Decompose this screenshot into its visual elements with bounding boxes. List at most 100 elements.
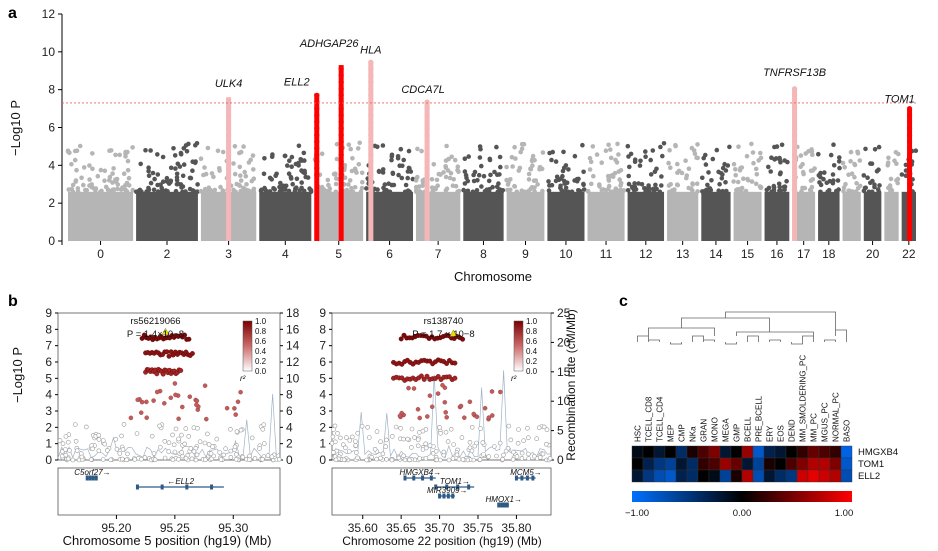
- gene-exon: [467, 484, 471, 490]
- snp-point: [566, 167, 571, 172]
- snp-point: [738, 189, 744, 195]
- snp-point: [176, 456, 181, 462]
- snp-point: [522, 189, 528, 195]
- snp-point: [183, 455, 189, 461]
- snp-point: [769, 155, 774, 160]
- snp-point: [333, 176, 339, 181]
- snp-point: [365, 424, 370, 430]
- snp-point: [625, 143, 631, 149]
- snp-point: [749, 179, 755, 184]
- snp-point: [494, 453, 499, 459]
- peak-point: [225, 132, 232, 138]
- snp-point: [431, 162, 437, 167]
- snp-point: [443, 164, 448, 169]
- snp-point: [784, 178, 789, 184]
- snp-point: [380, 451, 386, 457]
- snp-point: [608, 147, 613, 152]
- snp-point: [547, 456, 553, 461]
- snp-point: [581, 187, 587, 192]
- heatmap-cell: [664, 457, 677, 471]
- snp-point: [886, 155, 891, 161]
- snp-point: [733, 167, 738, 172]
- snp-point: [495, 172, 500, 177]
- snp-point: [700, 175, 705, 181]
- peak-point: [424, 125, 430, 131]
- snp-point: [187, 175, 193, 181]
- chromosome-16-base: [764, 191, 790, 241]
- snp-point: [610, 174, 616, 179]
- ld-snp-point: [442, 400, 448, 405]
- snp-point: [451, 177, 457, 182]
- snp-point: [206, 185, 212, 190]
- peak-point: [368, 119, 374, 125]
- gene-exon: [403, 475, 407, 481]
- ld-snp-point: [176, 416, 181, 422]
- snp-point: [333, 181, 339, 187]
- snp-point: [667, 147, 672, 153]
- gene-exon: [88, 475, 92, 481]
- manhattan-y-label: −Log10 P: [8, 100, 23, 156]
- snp-point: [700, 189, 705, 194]
- snp-point: [355, 146, 361, 151]
- snp-point: [453, 183, 459, 189]
- snp-point: [205, 145, 211, 151]
- ld-snp-point: [458, 403, 464, 409]
- snp-point: [646, 189, 652, 195]
- heatmap-cell: [664, 445, 677, 459]
- snp-point: [727, 144, 732, 150]
- snp-point: [743, 188, 749, 194]
- r2-legend-tick: 0.2: [255, 357, 267, 366]
- snp-point: [724, 188, 729, 194]
- snp-point: [57, 438, 63, 443]
- snp-point: [157, 423, 162, 429]
- snp-point: [333, 189, 339, 195]
- snp-point: [242, 189, 248, 195]
- snp-point: [303, 174, 309, 180]
- right-y-tick-label: 0: [286, 453, 293, 467]
- snp-point: [643, 154, 648, 159]
- y-tick-label: 9: [45, 306, 52, 320]
- snp-point: [868, 180, 873, 186]
- snp-point: [800, 169, 806, 175]
- snp-point: [462, 156, 468, 161]
- ld-snp-point: [128, 415, 134, 421]
- snp-point: [606, 142, 611, 148]
- x-tick-label: 16: [770, 247, 784, 261]
- peak-point: [338, 79, 344, 85]
- snp-point: [155, 182, 160, 188]
- ld-snp-point: [427, 393, 433, 398]
- heatmap-cell: [686, 445, 699, 459]
- snp-point: [124, 457, 129, 463]
- snp-point: [308, 189, 314, 195]
- snp-point: [179, 450, 184, 455]
- heatmap-cell: [697, 445, 710, 459]
- peak-point: [314, 145, 320, 151]
- snp-point: [581, 181, 586, 187]
- heatmap-cell: [763, 469, 776, 483]
- panel-label-c: c: [619, 293, 628, 310]
- peak-point: [791, 125, 798, 131]
- snp-point: [509, 154, 515, 160]
- peak-cdca7l: [424, 99, 430, 242]
- snp-point: [666, 160, 671, 166]
- r2-legend-tick: 0.8: [526, 327, 538, 336]
- snp-point: [511, 449, 516, 455]
- snp-point: [79, 454, 85, 460]
- snp-point: [228, 426, 233, 432]
- peak-label-hla: HLA: [360, 44, 381, 56]
- snp-point: [333, 457, 339, 463]
- heatmap-cell: [796, 469, 809, 483]
- snp-point: [774, 144, 780, 149]
- peak-hla: [368, 59, 374, 241]
- snp-point: [589, 181, 594, 187]
- peak-point: [791, 165, 798, 171]
- snp-point: [497, 440, 503, 446]
- snp-point: [102, 441, 108, 447]
- chromosome-19-base: [842, 191, 861, 241]
- snp-point: [854, 181, 859, 186]
- snp-point: [504, 164, 509, 170]
- snp-point: [561, 165, 567, 171]
- snp-point: [513, 156, 518, 161]
- snp-point: [429, 177, 435, 182]
